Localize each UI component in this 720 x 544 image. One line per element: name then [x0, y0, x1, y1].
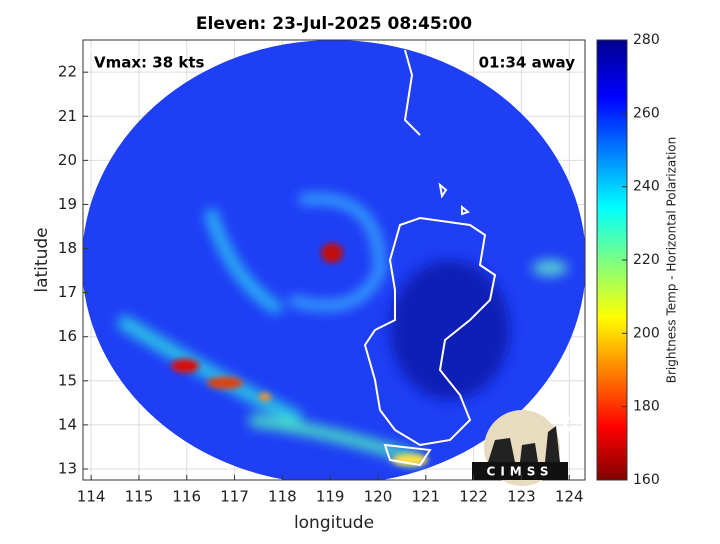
logo-text: CIMSS	[487, 465, 554, 479]
colorbar-tick-label: 180	[633, 399, 660, 415]
x-tick-label: 115	[125, 488, 154, 506]
y-tick-label: 15	[58, 371, 77, 389]
y-tick-label: 19	[58, 195, 77, 213]
y-tick-label: 20	[58, 151, 77, 169]
y-tick-label: 22	[58, 63, 77, 81]
colorbar-tick-label: 280	[633, 32, 660, 48]
x-tick-label: 117	[220, 488, 249, 506]
time-annotation: 01:34 away	[479, 54, 576, 72]
y-axis-label: latitude	[32, 227, 52, 292]
x-tick-label: 122	[459, 488, 488, 506]
y-tick-label: 14	[58, 415, 77, 433]
x-tick-label: 121	[411, 488, 440, 506]
colorbar-tick-label: 160	[633, 472, 660, 488]
x-tick-label: 118	[268, 488, 297, 506]
plot-frame	[82, 39, 586, 481]
y-tick-label: 17	[58, 283, 77, 301]
title: Eleven: 23-Jul-2025 08:45:00	[196, 14, 472, 34]
colorbar-tick-label: 260	[633, 105, 660, 121]
x-tick-label: 120	[364, 488, 393, 506]
y-tick-label: 16	[58, 327, 77, 345]
y-tick-label: 21	[58, 107, 77, 125]
x-tick-label: 124	[555, 488, 584, 506]
y-tick-label: 18	[58, 239, 77, 257]
vmax-annotation: Vmax: 38 kts	[94, 54, 204, 72]
x-tick-label: 116	[172, 488, 201, 506]
x-tick-label: 123	[507, 488, 536, 506]
colorbar-tick-label: 200	[633, 325, 660, 341]
colorbar-tick-label: 240	[633, 179, 660, 195]
x-axis-label: longitude	[294, 513, 374, 533]
logo: CIMSS	[472, 410, 568, 486]
x-tick-label: 114	[77, 488, 106, 506]
x-tick-label: 119	[316, 488, 345, 506]
imagery	[83, 40, 585, 480]
colorbar-label: Brightness Temp - Horizontal Polarizatio…	[665, 137, 679, 384]
colorbar-tick-label: 220	[633, 252, 660, 268]
y-tick-label: 13	[58, 459, 77, 477]
